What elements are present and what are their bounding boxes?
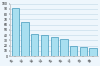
Bar: [50, 37, 58, 56]
Bar: [60, 39, 68, 56]
Bar: [70, 46, 77, 56]
Bar: [80, 47, 87, 56]
Bar: [89, 48, 97, 56]
Bar: [41, 35, 48, 56]
Bar: [12, 8, 19, 56]
Bar: [31, 34, 38, 56]
Bar: [21, 22, 29, 56]
